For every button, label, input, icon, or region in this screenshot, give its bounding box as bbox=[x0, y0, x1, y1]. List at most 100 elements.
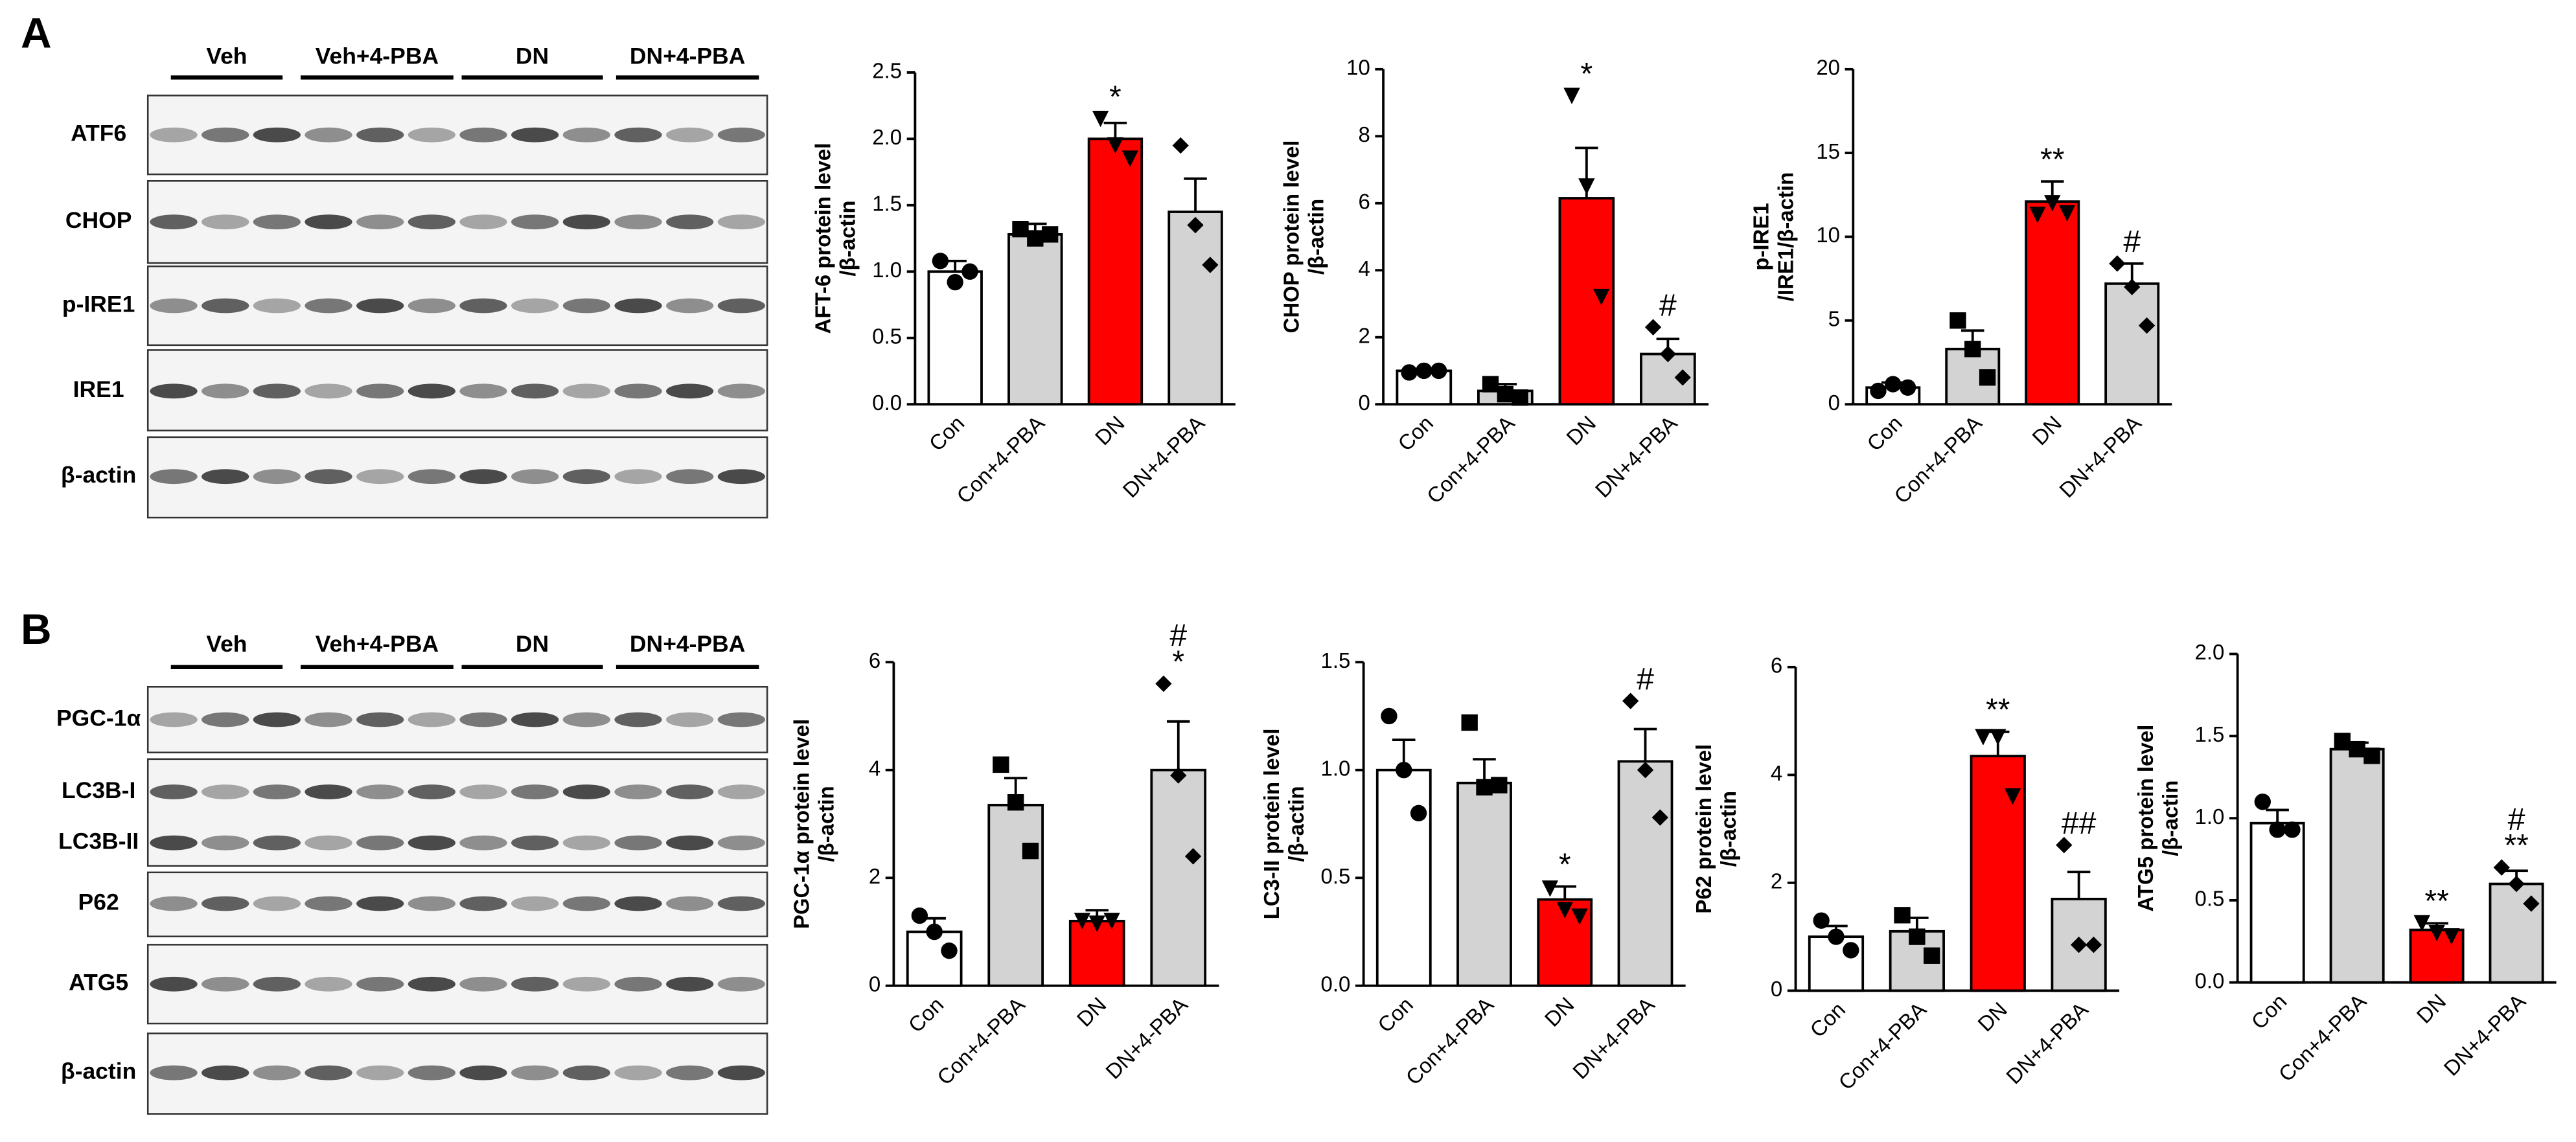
blot-band bbox=[408, 469, 456, 485]
bar bbox=[1087, 137, 1144, 406]
bar bbox=[987, 803, 1044, 987]
blot-box bbox=[146, 686, 768, 753]
blot-band bbox=[511, 214, 559, 230]
bar bbox=[2249, 821, 2305, 984]
bar bbox=[2489, 882, 2544, 984]
data-point bbox=[932, 253, 949, 269]
blot-box bbox=[146, 265, 768, 347]
x-tick-label: Con bbox=[1805, 998, 1850, 1042]
blot-band bbox=[614, 976, 662, 992]
y-tick-label: 2 bbox=[1771, 869, 1782, 893]
y-tick-label: 1.0 bbox=[1321, 756, 1351, 780]
blot-band bbox=[408, 784, 456, 799]
y-tick-label: 8 bbox=[1358, 122, 1370, 146]
y-axis-label: LC3-II protein level bbox=[1259, 729, 1283, 920]
y-tick-label: 4 bbox=[1358, 257, 1370, 280]
y-tick-label: 0.0 bbox=[872, 391, 902, 415]
blot-band bbox=[356, 784, 404, 799]
panel-label: B bbox=[21, 605, 52, 653]
group-label: DN+4-PBA bbox=[630, 631, 746, 657]
blot-band bbox=[305, 214, 352, 230]
data-point bbox=[1121, 150, 1138, 167]
blot-band bbox=[408, 214, 456, 230]
blot-band bbox=[459, 298, 507, 314]
x-tick-label: Con bbox=[925, 411, 969, 455]
blot-band bbox=[253, 976, 301, 992]
blot-band bbox=[666, 835, 714, 851]
data-point bbox=[1430, 362, 1447, 380]
data-point bbox=[1885, 376, 1902, 393]
blot-band bbox=[459, 976, 507, 992]
blot-band bbox=[305, 383, 352, 399]
bar bbox=[1167, 211, 1223, 406]
blot-band bbox=[408, 383, 456, 399]
x-tick-label: DN bbox=[1973, 998, 2012, 1036]
blot-band bbox=[562, 469, 611, 485]
blot-band bbox=[305, 712, 352, 727]
significance: # bbox=[1659, 288, 1677, 323]
blot-band bbox=[511, 1065, 559, 1080]
y-axis-label: P62 protein level bbox=[1692, 744, 1716, 914]
y-axis-label: /β-actin bbox=[814, 786, 838, 862]
data-point bbox=[1556, 902, 1573, 919]
blot-band bbox=[253, 784, 301, 799]
significance: * bbox=[1172, 645, 1184, 679]
data-point bbox=[1563, 87, 1580, 104]
protein-label: PGC-1α bbox=[56, 705, 141, 731]
blot-band bbox=[305, 1065, 352, 1080]
x-tick-label: DN bbox=[2412, 989, 2451, 1028]
bar bbox=[1375, 768, 1432, 987]
blot-band bbox=[459, 214, 507, 230]
blot-band bbox=[150, 976, 198, 992]
group-label: Veh+4-PBA bbox=[316, 43, 439, 69]
data-point bbox=[1497, 385, 1514, 403]
x-tick-label: Con+4-PBA bbox=[1834, 998, 1931, 1095]
y-tick-label: 10 bbox=[1346, 56, 1370, 80]
data-point bbox=[941, 942, 958, 959]
blot-band bbox=[562, 712, 611, 727]
significance: * bbox=[1559, 847, 1571, 882]
blot-band bbox=[150, 127, 198, 143]
protein-label: p-IRE1 bbox=[62, 291, 135, 317]
protein-label: P62 bbox=[78, 889, 119, 915]
blot-band bbox=[459, 469, 507, 485]
data-point bbox=[1813, 912, 1830, 929]
data-point bbox=[1964, 341, 1981, 358]
significance: # bbox=[1169, 618, 1187, 653]
blot-band bbox=[717, 896, 765, 911]
data-point bbox=[1659, 345, 1677, 363]
blot-box bbox=[146, 1033, 768, 1115]
data-point bbox=[1593, 288, 1610, 306]
x-tick-label: DN+4-PBA bbox=[2054, 411, 2146, 502]
data-point bbox=[1990, 729, 2007, 746]
data-point bbox=[1674, 369, 1691, 386]
blot-band bbox=[201, 127, 249, 143]
data-point bbox=[1622, 692, 1639, 709]
blot-band bbox=[562, 383, 611, 399]
blot-band bbox=[666, 712, 714, 727]
blot-box bbox=[146, 95, 768, 176]
data-point bbox=[1172, 137, 1189, 154]
significance: ** bbox=[1986, 692, 2010, 727]
blot-band bbox=[356, 214, 404, 230]
significance: ** bbox=[2504, 828, 2528, 863]
data-point bbox=[2254, 794, 2271, 810]
data-point bbox=[2056, 836, 2073, 854]
y-tick-label: 1.5 bbox=[872, 191, 902, 215]
x-tick-label: DN bbox=[1540, 992, 1579, 1031]
x-tick-label: Con bbox=[1373, 992, 1418, 1037]
blot-band bbox=[717, 835, 765, 851]
bar bbox=[2025, 200, 2080, 406]
blot-band bbox=[717, 214, 765, 230]
data-point bbox=[1828, 928, 1845, 945]
blot-band bbox=[201, 976, 249, 992]
blot-box bbox=[146, 436, 768, 519]
significance: * bbox=[1580, 57, 1593, 92]
blot-band bbox=[408, 127, 456, 143]
x-tick-label: DN+4-PBA bbox=[1118, 411, 1210, 502]
blot-band bbox=[511, 976, 559, 992]
y-axis-label: /β-actin bbox=[2158, 781, 2182, 856]
protein-label: β-actin bbox=[61, 1058, 136, 1084]
blot-band bbox=[150, 712, 198, 727]
blot-band bbox=[150, 784, 198, 799]
